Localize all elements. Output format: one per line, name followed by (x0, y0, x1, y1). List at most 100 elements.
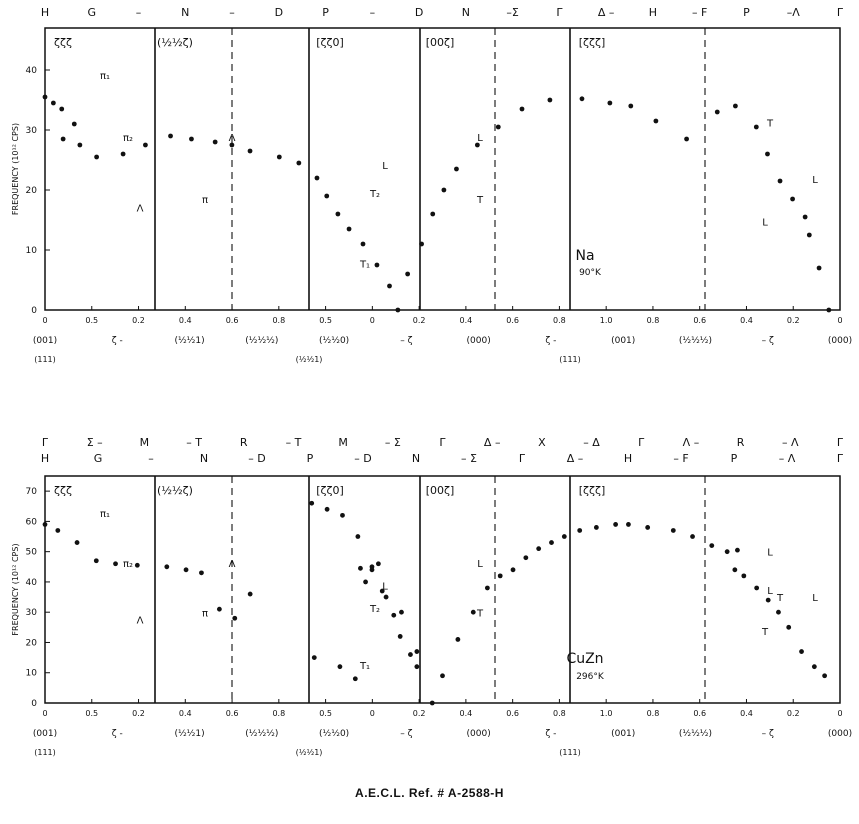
data-point (113, 561, 118, 566)
data-point (577, 528, 582, 533)
data-point (536, 546, 541, 551)
data-point (766, 598, 771, 603)
symmetry-point-label: (½½1) (174, 729, 204, 739)
data-point (168, 134, 173, 139)
data-point (684, 137, 689, 142)
branch-label: Λ (229, 133, 236, 144)
data-point (217, 607, 222, 612)
data-point (277, 155, 282, 160)
data-point (475, 143, 480, 148)
data-point (358, 566, 363, 571)
data-point (248, 592, 253, 597)
symmetry-point-label: – ζ (762, 336, 774, 346)
y-tick-label: 70 (26, 487, 38, 497)
x-tick-label: 0.6 (693, 709, 706, 718)
data-point (803, 215, 808, 220)
data-point (817, 266, 822, 271)
y-tick-label: 60 (26, 517, 38, 527)
data-point (690, 534, 695, 539)
data-point (786, 625, 791, 630)
data-point (399, 610, 404, 615)
branch-symbol-label: Γ (42, 436, 49, 449)
data-point (776, 610, 781, 615)
branch-symbol-label: H (41, 6, 49, 19)
branch-symbol-label: H (41, 452, 49, 465)
branch-label: L (767, 586, 773, 597)
y-axis-label: FREQUENCY (10¹² CPS) (11, 543, 20, 635)
data-point (51, 101, 56, 106)
branch-label: T (761, 627, 769, 638)
branch-symbol-label: Γ (439, 436, 446, 449)
data-point (309, 501, 314, 506)
data-point (812, 664, 817, 669)
branch-symbol-label: G (87, 6, 96, 19)
y-tick-label: 30 (26, 608, 38, 618)
data-point (471, 610, 476, 615)
data-point (580, 96, 585, 101)
x-tick-label: 0 (370, 316, 375, 325)
x-tick-label: 0.8 (272, 316, 285, 325)
branch-symbol-label: – D (248, 452, 265, 465)
x-tick-label: 0.8 (553, 709, 566, 718)
branch-label: T (766, 119, 774, 130)
symmetry-point-label: – ζ (400, 336, 412, 346)
data-point (765, 152, 770, 157)
branch-label: L (477, 559, 483, 570)
x-tick-label: 0.4 (740, 316, 753, 325)
branch-label: π₁ (100, 71, 110, 82)
data-point (732, 567, 737, 572)
branch-label: L (812, 175, 818, 186)
data-point (355, 534, 360, 539)
material-label: CuZn (566, 651, 603, 667)
section-label: [ζζ0] (316, 484, 344, 497)
y-tick-label: 20 (26, 638, 38, 648)
branch-symbol-label: M (140, 436, 150, 449)
section-label: ζζζ (54, 36, 72, 49)
data-point (485, 586, 490, 591)
x-tick-label: 0.5 (319, 709, 332, 718)
data-point (628, 104, 633, 109)
data-point (380, 589, 385, 594)
y-tick-label: 40 (26, 578, 38, 588)
plot-frame-cuzn (45, 476, 840, 703)
x-tick-label: 0.4 (179, 316, 192, 325)
data-point (375, 263, 380, 268)
symmetry-point-label: (000) (467, 729, 491, 739)
branch-symbol-label: H (624, 452, 632, 465)
data-point (414, 664, 419, 669)
data-point (414, 649, 419, 654)
symmetry-point-label: (111) (559, 355, 581, 364)
data-point (232, 616, 237, 621)
data-point (653, 119, 658, 124)
data-point (741, 573, 746, 578)
branch-symbol-label: – (370, 6, 376, 19)
section-label: [ζζζ] (579, 484, 606, 497)
branch-symbol-label: Γ (837, 6, 844, 19)
x-tick-label: 0.2 (787, 709, 800, 718)
data-point (143, 143, 148, 148)
branch-symbol-label: H (649, 6, 657, 19)
branch-label: L (762, 217, 768, 228)
branch-symbol-label: G (94, 452, 103, 465)
branch-label: T₁ (359, 260, 370, 271)
x-tick-label: 0.2 (132, 709, 145, 718)
data-point (77, 143, 82, 148)
data-point (520, 107, 525, 112)
x-tick-label: 0.5 (85, 709, 98, 718)
symmetry-point-label: – ζ (400, 729, 412, 739)
symmetry-point-label: (½½½) (679, 729, 712, 739)
symmetry-point-label: – ζ (762, 729, 774, 739)
data-point (709, 543, 714, 548)
symmetry-point-label: (½½1) (296, 355, 323, 364)
x-tick-label: 0.4 (460, 709, 473, 718)
x-tick-label: 0.4 (179, 709, 192, 718)
data-point (626, 522, 631, 527)
branch-label: π (202, 195, 208, 206)
y-tick-label: 20 (26, 186, 38, 196)
y-tick-label: 10 (26, 669, 38, 679)
symmetry-point-label: (000) (467, 336, 491, 346)
branch-symbol-label: – D (354, 452, 371, 465)
y-tick-label: 0 (31, 699, 37, 709)
x-tick-label: 0.2 (132, 316, 145, 325)
data-point (353, 676, 358, 681)
